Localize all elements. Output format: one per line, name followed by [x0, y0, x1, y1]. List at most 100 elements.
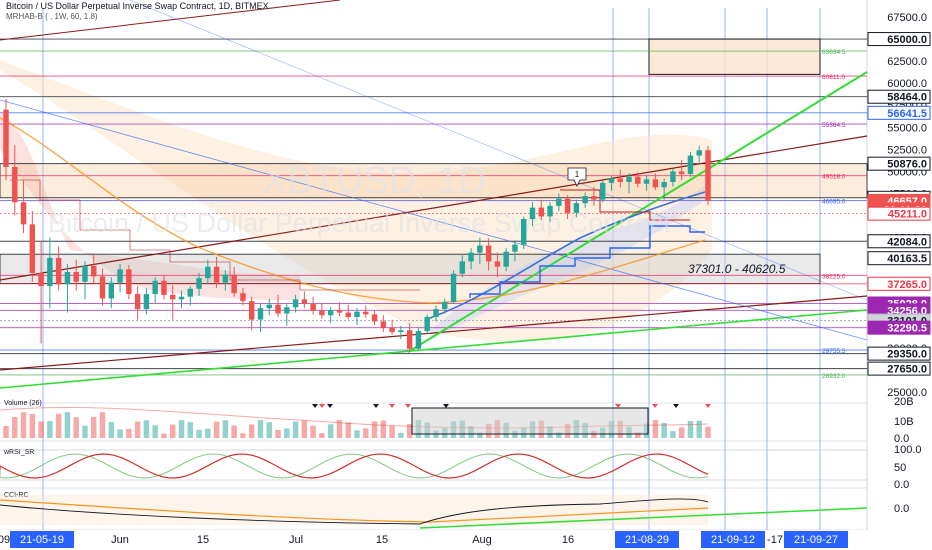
time-tick-label: -17 — [767, 534, 783, 546]
volume-bar — [635, 432, 641, 438]
candle-body — [652, 179, 659, 188]
price-tags: 63634.5 60811.0 55364.5 49518.0 46695.0 38225… — [822, 32, 931, 380]
price-label-box — [867, 206, 931, 221]
level-tag: 26932.0 — [822, 373, 846, 380]
price-label: 65000.0 — [887, 34, 927, 46]
volume-bar — [108, 422, 115, 438]
cci-black — [0, 498, 709, 525]
moving-average-orange — [0, 117, 706, 304]
candle-body — [117, 269, 123, 283]
candle-body — [398, 330, 404, 332]
watermark-symbol: XBTUSD, 1D — [262, 160, 486, 202]
price-label-box — [867, 105, 931, 120]
candle-body — [292, 299, 299, 308]
cci-axis-tick: 0.0 — [894, 503, 909, 515]
price-label: 56641.5 — [887, 108, 927, 120]
candle-body — [345, 312, 351, 317]
volume-marker — [327, 404, 333, 408]
volume-bar — [301, 420, 308, 438]
volume-bar — [363, 428, 369, 438]
candle-body — [389, 327, 395, 332]
volume-bar — [231, 425, 237, 438]
candle-body — [99, 276, 106, 299]
y-tick-label: 25000.0 — [887, 387, 927, 399]
candle-body — [538, 207, 544, 217]
time-tick-label: 09 — [0, 534, 10, 546]
chart-title: Bitcoin / US Dollar Perpetual Inverse Sw… — [6, 1, 269, 11]
candle-body — [433, 309, 439, 317]
candle-body — [275, 304, 281, 314]
candle-body — [573, 203, 580, 213]
step-line-red — [560, 189, 690, 221]
marker-callout — [567, 167, 587, 187]
candle-body — [477, 245, 483, 253]
volume-bar — [187, 422, 193, 438]
trendline-blue — [0, 99, 868, 341]
candle-body — [450, 273, 457, 302]
volume-bar — [398, 432, 404, 438]
candle-body — [178, 296, 185, 300]
rsi-axis-tick: 100.0 — [894, 444, 922, 456]
price-label-box — [867, 276, 931, 291]
volume-marker — [319, 404, 325, 408]
volume-marker — [615, 404, 621, 408]
candle-body — [599, 182, 606, 200]
candle-body — [20, 202, 27, 225]
candle-body — [64, 272, 71, 285]
volume-bar — [196, 429, 202, 438]
candle-body — [643, 179, 650, 184]
candle-body — [126, 269, 132, 295]
price-label-box — [867, 156, 931, 171]
price-label: 37265.0 — [887, 279, 927, 291]
time-axis-bg — [0, 530, 932, 550]
candle-body — [73, 272, 79, 282]
candle-body — [459, 261, 466, 274]
candle-body — [170, 294, 176, 300]
candle-body — [582, 196, 588, 204]
candle-body — [47, 257, 53, 287]
volume-bar — [556, 432, 562, 438]
price-label: 32290.5 — [887, 323, 927, 335]
volume-axis-tick: 0.0 — [894, 433, 909, 445]
moving-average-blue — [429, 191, 706, 319]
candle-body — [29, 224, 36, 273]
candle-body — [3, 109, 9, 167]
time-tick-label: 21-05-19 — [20, 534, 64, 546]
candle-body — [82, 265, 88, 282]
price-label: 29350.0 — [887, 349, 927, 361]
rsi-label: wRSI_SR — [3, 449, 34, 456]
volume-marker — [312, 404, 318, 408]
volume-bar — [222, 420, 229, 438]
volume-bar — [73, 417, 79, 438]
candle-body — [380, 321, 387, 328]
price-label-box — [867, 320, 931, 335]
volume-bar — [3, 426, 9, 438]
time-tick-highlight — [701, 531, 765, 548]
volume-bar — [336, 420, 343, 438]
level-tag: 63634.5 — [822, 49, 846, 56]
volume-marker — [373, 404, 379, 408]
price-label-box — [867, 234, 931, 249]
time-tick-highlight — [784, 531, 848, 548]
range-box-label: 37301.0 - 40620.5 — [688, 262, 786, 276]
volume-bar — [64, 412, 71, 438]
watermark: XBTUSD, 1D Bitcoin / US Dollar Perpetual… — [48, 160, 671, 238]
volume-bar — [82, 425, 88, 438]
volume-axis-tick: 10B — [894, 416, 914, 428]
time-axis[interactable]: 09 21-05-19 Jun 15 Jul 15 Aug 16 21-08-29 21-09-1… — [0, 530, 932, 550]
volume-bar — [661, 422, 667, 438]
level-tag: 55364.5 — [822, 122, 846, 129]
volume-bar — [170, 424, 176, 438]
candle-body — [91, 265, 97, 277]
volume-bar — [678, 427, 685, 438]
volume-bar — [371, 421, 378, 438]
volume-bar — [20, 412, 27, 438]
time-tick-label: 15 — [197, 534, 209, 546]
price-label: 42084.0 — [887, 236, 927, 248]
candle-body — [248, 301, 255, 320]
price-label: 27650.0 — [887, 364, 927, 376]
volume-marker — [405, 404, 411, 408]
target-box — [648, 38, 821, 75]
candle-body — [529, 207, 536, 220]
